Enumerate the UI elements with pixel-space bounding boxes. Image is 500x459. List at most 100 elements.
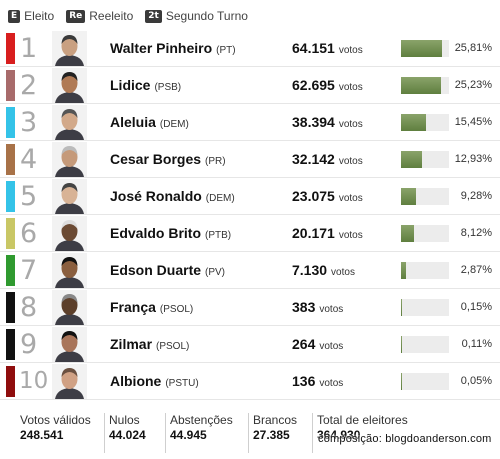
candidate-votes: 38.394 votos [292, 114, 363, 130]
candidate-percent: 2,87% [460, 264, 492, 276]
votes-unit: votos [338, 82, 363, 93]
candidate-name[interactable]: Aleluia (DEM) [110, 114, 189, 130]
candidate-votes: 7.130 votos [292, 262, 355, 278]
total-nulos: Nulos 44.024 [104, 413, 146, 453]
candidate-rank: 1 [20, 33, 38, 64]
candidate-votes: 32.142 votos [292, 151, 363, 167]
candidate-party: (DEM) [205, 193, 235, 204]
candidate-votes-value: 264 [292, 336, 316, 352]
party-color-bar [6, 255, 15, 286]
candidate-name[interactable]: Albione (PSTU) [110, 373, 199, 389]
candidate-list: 1 Walter Pinheiro (PT) 64.151 votos 25,81%… [0, 30, 500, 400]
vote-share-fill [401, 40, 442, 57]
candidate-row[interactable]: 7 Edson Duarte (PV) 7.130 votos 2,87% [0, 252, 500, 289]
votes-unit: votos [338, 45, 363, 56]
total-value: 248.541 [20, 428, 64, 442]
vote-share-bar [401, 373, 449, 390]
candidate-name[interactable]: Edson Duarte (PV) [110, 262, 225, 278]
candidate-rank: 8 [20, 292, 38, 323]
party-color-bar [6, 181, 15, 212]
votes-unit: votos [319, 341, 344, 352]
total-value: 364.930 [317, 428, 361, 442]
candidate-name-text: Edvaldo Brito [110, 225, 202, 241]
votes-unit: votos [338, 119, 363, 130]
candidate-photo [52, 290, 87, 325]
candidate-votes-value: 136 [292, 373, 316, 389]
total-label: Nulos [109, 413, 140, 427]
candidate-party: (PT) [216, 45, 236, 56]
candidate-photo [52, 364, 87, 399]
vote-share-fill [401, 188, 416, 205]
candidate-name[interactable]: França (PSOL) [110, 299, 193, 315]
candidate-name[interactable]: Walter Pinheiro (PT) [110, 40, 236, 56]
candidate-name[interactable]: Zilmar (PSOL) [110, 336, 189, 352]
legend-item-reeleito: Re Reeleito [66, 9, 133, 23]
party-color-bar [6, 218, 15, 249]
party-color-bar [6, 70, 15, 101]
candidate-row[interactable]: 9 Zilmar (PSOL) 264 votos 0,11% [0, 326, 500, 363]
candidate-votes: 264 votos [292, 336, 343, 352]
candidate-name-text: Zilmar [110, 336, 153, 352]
portrait-silhouette [55, 331, 84, 362]
candidate-percent: 0,15% [460, 301, 492, 313]
candidate-rank: 4 [20, 144, 38, 175]
votes-unit: votos [338, 156, 363, 167]
candidate-name-text: Albione [110, 373, 162, 389]
legend-badge-reeleito: Re [66, 9, 86, 23]
candidate-party: (PV) [205, 267, 226, 278]
candidate-photo [52, 179, 87, 214]
candidate-name[interactable]: Lidice (PSB) [110, 77, 181, 93]
party-color-bar [6, 292, 15, 323]
vote-share-fill [401, 151, 422, 168]
candidate-row[interactable]: 2 Lidice (PSB) 62.695 votos 25,23% [0, 67, 500, 104]
portrait-silhouette [55, 146, 84, 177]
portrait-silhouette [55, 257, 84, 288]
candidate-percent: 9,28% [460, 190, 492, 202]
candidate-name-text: Cesar Borges [110, 151, 202, 167]
candidate-row[interactable]: 6 Edvaldo Brito (PTB) 20.171 votos 8,12% [0, 215, 500, 252]
legend-label-eleito: Eleito [24, 9, 55, 23]
total-brancos: Brancos 27.385 [248, 413, 297, 453]
candidate-name-text: França [110, 299, 156, 315]
candidate-photo [52, 216, 87, 251]
candidate-percent: 15,45% [454, 116, 492, 128]
candidate-name[interactable]: Cesar Borges (PR) [110, 151, 226, 167]
candidate-name-text: Lidice [110, 77, 151, 93]
votes-unit: votos [319, 304, 344, 315]
total-eleitores: Total de eleitores 364.930 [312, 413, 408, 453]
vote-share-bar [401, 114, 449, 131]
candidate-name[interactable]: Edvaldo Brito (PTB) [110, 225, 231, 241]
candidate-votes-value: 20.171 [292, 225, 335, 241]
total-label: Abstenções [170, 413, 233, 427]
candidate-rank: 5 [20, 181, 38, 212]
candidate-row[interactable]: 1 Walter Pinheiro (PT) 64.151 votos 25,81% [0, 30, 500, 67]
vote-share-bar [401, 188, 449, 205]
candidate-party: (PR) [205, 156, 226, 167]
candidate-name[interactable]: José Ronaldo (DEM) [110, 188, 235, 204]
candidate-votes-value: 23.075 [292, 188, 335, 204]
votes-unit: votos [319, 378, 344, 389]
vote-share-bar [401, 262, 449, 279]
candidate-row[interactable]: 3 Aleluia (DEM) 38.394 votos 15,45% [0, 104, 500, 141]
portrait-silhouette [55, 220, 84, 251]
candidate-row[interactable]: 5 José Ronaldo (DEM) 23.075 votos 9,28% [0, 178, 500, 215]
legend-item-eleito: E Eleito [8, 9, 54, 23]
total-abstencoes: Abstenções 44.945 [165, 413, 233, 453]
legend-badge-eleito: E [8, 9, 21, 23]
candidate-row[interactable]: 8 França (PSOL) 383 votos 0,15% [0, 289, 500, 326]
vote-share-bar [401, 225, 449, 242]
candidate-percent: 12,93% [454, 153, 492, 165]
candidate-percent: 0,11% [461, 338, 492, 350]
candidate-name-text: Aleluia [110, 114, 156, 130]
candidate-votes: 64.151 votos [292, 40, 363, 56]
candidate-votes: 62.695 votos [292, 77, 363, 93]
candidate-photo [52, 31, 87, 66]
candidate-row[interactable]: 10 Albione (PSTU) 136 votos 0,05% [0, 363, 500, 400]
votes-unit: votos [338, 193, 363, 204]
party-color-bar [6, 329, 15, 360]
candidate-row[interactable]: 4 Cesar Borges (PR) 32.142 votos 12,93% [0, 141, 500, 178]
candidate-party: (PTB) [205, 230, 232, 241]
total-label: Total de eleitores [317, 413, 408, 427]
legend-item-segundo-turno: 2t Segundo Turno [145, 9, 248, 23]
candidate-party: (DEM) [159, 119, 189, 130]
